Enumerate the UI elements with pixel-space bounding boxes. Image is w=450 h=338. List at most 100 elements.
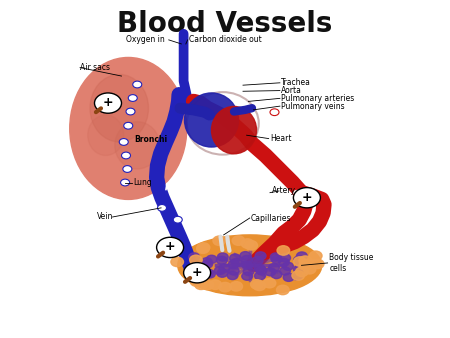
Circle shape [297, 252, 307, 260]
Circle shape [293, 188, 320, 208]
Circle shape [302, 259, 314, 269]
Text: +: + [165, 240, 176, 253]
Circle shape [296, 262, 306, 270]
Circle shape [310, 251, 322, 261]
Circle shape [190, 277, 203, 286]
Circle shape [197, 243, 210, 252]
Circle shape [243, 267, 254, 275]
Text: +: + [302, 191, 312, 203]
Circle shape [157, 237, 184, 258]
Circle shape [126, 108, 135, 115]
Circle shape [240, 251, 251, 260]
Text: Body tissue
cells: Body tissue cells [329, 253, 374, 273]
Text: Bronchi: Bronchi [134, 135, 167, 144]
Circle shape [254, 265, 265, 273]
Circle shape [189, 253, 200, 261]
Text: Aorta: Aorta [281, 86, 302, 95]
Circle shape [219, 283, 231, 292]
Circle shape [293, 256, 304, 264]
Circle shape [280, 254, 291, 262]
Circle shape [133, 81, 142, 88]
Circle shape [216, 256, 227, 264]
Circle shape [217, 269, 228, 277]
Circle shape [202, 260, 213, 268]
Ellipse shape [88, 115, 124, 155]
Circle shape [245, 241, 257, 250]
Circle shape [173, 216, 182, 223]
Text: Pulmonary arteries: Pulmonary arteries [281, 94, 355, 103]
Circle shape [255, 252, 266, 260]
Text: Trachea: Trachea [281, 78, 311, 87]
Text: Artery: Artery [272, 187, 296, 195]
Text: Heart: Heart [270, 134, 292, 143]
Circle shape [201, 258, 212, 266]
Text: Vein: Vein [97, 213, 113, 221]
Circle shape [241, 239, 254, 248]
Circle shape [283, 273, 294, 282]
Text: Air sacs: Air sacs [80, 63, 110, 72]
Circle shape [270, 109, 279, 116]
Circle shape [276, 285, 289, 295]
Circle shape [213, 236, 225, 245]
Circle shape [171, 257, 184, 267]
Circle shape [190, 260, 201, 268]
Circle shape [270, 253, 281, 261]
Circle shape [184, 263, 211, 283]
Circle shape [121, 179, 130, 186]
Circle shape [194, 262, 204, 270]
Circle shape [209, 280, 221, 289]
Text: +: + [192, 266, 202, 279]
Circle shape [311, 259, 324, 269]
Text: Pulmonary veins: Pulmonary veins [281, 102, 345, 111]
Circle shape [265, 268, 276, 276]
Circle shape [228, 267, 239, 275]
Circle shape [263, 279, 276, 288]
Circle shape [188, 270, 198, 278]
Text: Lung: Lung [133, 178, 152, 187]
Circle shape [202, 269, 213, 277]
Circle shape [252, 257, 263, 265]
Circle shape [255, 272, 266, 280]
Circle shape [299, 261, 312, 270]
Circle shape [293, 257, 306, 266]
Circle shape [253, 281, 266, 291]
Circle shape [128, 95, 137, 101]
Circle shape [227, 271, 238, 280]
Text: Oxygen in: Oxygen in [126, 35, 164, 44]
Circle shape [242, 272, 252, 280]
Circle shape [204, 270, 215, 278]
Circle shape [242, 256, 252, 264]
Ellipse shape [90, 74, 148, 142]
Ellipse shape [184, 93, 239, 147]
Circle shape [292, 189, 302, 196]
Circle shape [201, 280, 214, 290]
Circle shape [232, 236, 245, 245]
Circle shape [269, 263, 279, 271]
Circle shape [279, 267, 290, 275]
Circle shape [296, 267, 308, 276]
Circle shape [293, 265, 304, 273]
Circle shape [228, 260, 239, 268]
Text: +: + [103, 96, 113, 109]
Circle shape [214, 267, 225, 275]
Circle shape [283, 262, 293, 270]
Text: Blood Vessels: Blood Vessels [117, 10, 333, 38]
Circle shape [231, 259, 242, 267]
Circle shape [230, 254, 240, 262]
Ellipse shape [178, 235, 322, 296]
Circle shape [303, 265, 316, 274]
Circle shape [123, 166, 132, 172]
Circle shape [256, 267, 267, 275]
Circle shape [292, 271, 305, 280]
Circle shape [279, 258, 289, 266]
Circle shape [122, 152, 130, 159]
Circle shape [94, 93, 122, 113]
Circle shape [299, 256, 311, 265]
Circle shape [197, 244, 209, 254]
Circle shape [292, 272, 302, 280]
Text: Capillaries: Capillaries [251, 214, 292, 222]
Circle shape [195, 280, 207, 290]
Circle shape [219, 264, 230, 272]
Circle shape [206, 255, 217, 263]
Circle shape [271, 270, 282, 279]
